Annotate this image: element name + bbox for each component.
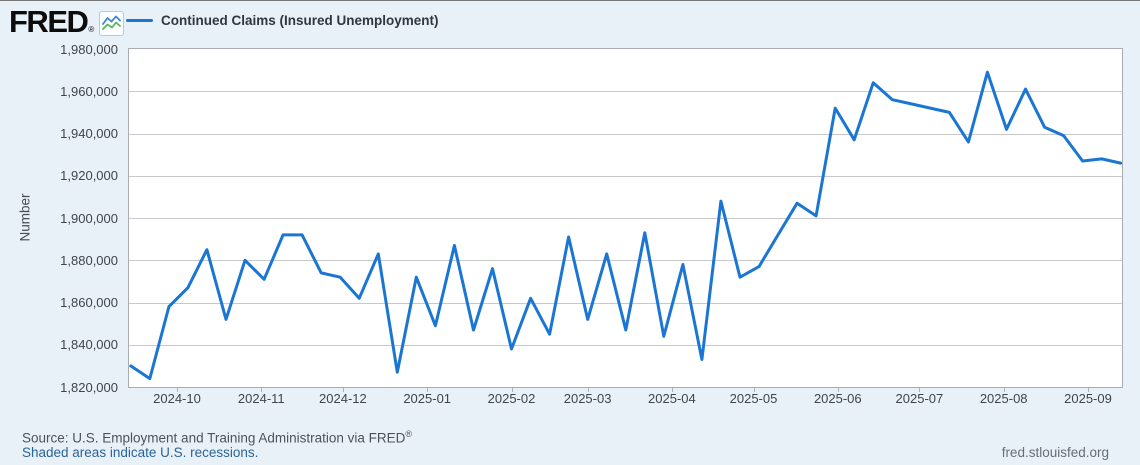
x-axis-tick-mark [1003,387,1005,392]
x-axis-tick-mark [671,387,673,392]
chart-legend: Continued Claims (Insured Unemployment) [126,13,439,28]
y-axis-tick-label: 1,900,000 [60,210,118,226]
x-axis-tick-mark [1088,387,1089,392]
data-series-line[interactable] [129,70,1122,381]
x-axis-tick-mark [177,387,178,392]
plot-area[interactable] [128,48,1123,388]
x-axis-tick-mark [427,387,429,392]
registered-trademark-mark: ® [88,25,95,34]
y-axis-tick-label: 1,820,000 [60,379,118,395]
x-axis-tick-mark [753,387,755,392]
x-axis-tick-label: 2025-08 [979,391,1028,406]
fred-logo-text: FRED [9,4,89,39]
line-chart-canvas[interactable] [129,49,1122,387]
fred-logo[interactable]: FRED ® [9,4,125,39]
fred-site-link[interactable]: fred.stlouisfed.org [1001,445,1109,460]
y-axis-tick-label: 1,880,000 [60,252,118,268]
x-axis-tick-mark [511,387,513,392]
legend-series-label: Continued Claims (Insured Unemployment) [161,13,439,28]
source-attribution: Source: U.S. Employment and Training Adm… [22,429,413,446]
source-registered-mark: ® [405,429,413,439]
x-axis-tick-mark [919,387,921,392]
fred-logo-chart-icon [99,11,125,36]
x-axis-tick-label: 2025-03 [563,391,612,406]
y-axis-tick-label: 1,960,000 [60,83,118,99]
x-axis-tick-label: 2025-09 [1064,391,1112,406]
x-axis-tick-mark [837,387,839,392]
y-axis-tick-label: 1,840,000 [60,337,118,353]
x-axis-tick-label: 2024-10 [153,391,201,406]
x-axis-tick-label: 2025-06 [813,391,862,406]
x-axis-tick-label: 2025-02 [487,391,536,406]
x-axis-tick-mark [342,387,344,392]
x-axis-tick-label: 2024-12 [319,391,367,406]
y-axis-tick-label: 1,940,000 [60,126,118,141]
x-axis-tick-label: 2025-05 [729,391,778,406]
x-axis-tick-label: 2025-07 [895,391,944,406]
x-axis-tick-mark [261,387,263,392]
legend-line-swatch [126,19,153,22]
y-axis-tick-label: 1,860,000 [60,295,118,310]
y-axis-tick-label: 1,920,000 [60,168,118,184]
x-axis-tick-label: 2025-01 [403,391,452,406]
x-axis-tick-label: 2024-11 [237,391,285,406]
x-axis-tick-label: 2025-04 [648,391,696,406]
recession-note-link[interactable]: Shaded areas indicate U.S. recessions. [22,445,259,460]
y-axis-tick-label: 1,980,000 [60,41,118,57]
x-axis-tick-mark [587,387,589,392]
